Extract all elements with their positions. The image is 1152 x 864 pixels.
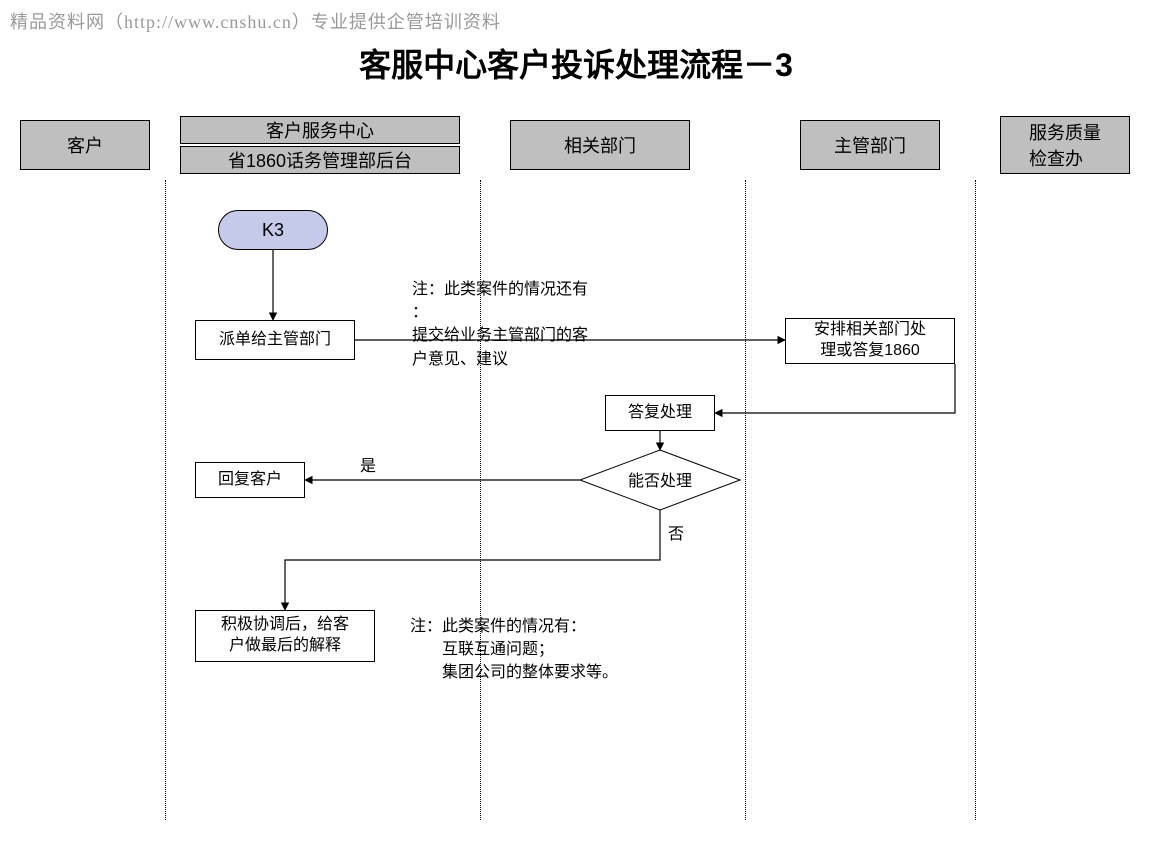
node-reply: 答复处理 — [605, 395, 715, 431]
edge-label-no: 否 — [668, 520, 684, 544]
decision-label: 能否处理 — [628, 472, 692, 490]
lane-csc-bottom: 省1860话务管理部后台 — [180, 146, 460, 174]
node-back-customer: 回复客户 — [195, 462, 305, 498]
lane-quality: 服务质量 检查办 — [1000, 116, 1130, 174]
note-1: 注：此类案件的情况还有 ： 提交给业务主管部门的客 户意见、建议 — [412, 278, 632, 371]
edge-label-yes: 是 — [360, 452, 376, 476]
node-explain: 积极协调后，给客 户做最后的解释 — [195, 610, 375, 662]
lane-csc-top: 客户服务中心 — [180, 116, 460, 144]
page-title: 客服中心客户投诉处理流程－3 — [0, 40, 1152, 86]
note-2: 注：此类案件的情况有： 互联互通问题； 集团公司的整体要求等。 — [410, 615, 670, 685]
lane-supervise: 主管部门 — [800, 120, 940, 170]
lane-customer: 客户 — [20, 120, 150, 170]
lane-sep-4 — [975, 180, 976, 820]
lane-related: 相关部门 — [510, 120, 690, 170]
node-arrange: 安排相关部门处 理或答复1860 — [785, 318, 955, 364]
node-dispatch: 派单给主管部门 — [195, 320, 355, 360]
node-start-k3: K3 — [218, 210, 328, 250]
lane-sep-1 — [165, 180, 166, 820]
watermark-text: 精品资料网（http://www.cnshu.cn）专业提供企管培训资料 — [10, 8, 501, 34]
lane-sep-3 — [745, 180, 746, 820]
lane-sep-2 — [480, 180, 481, 820]
